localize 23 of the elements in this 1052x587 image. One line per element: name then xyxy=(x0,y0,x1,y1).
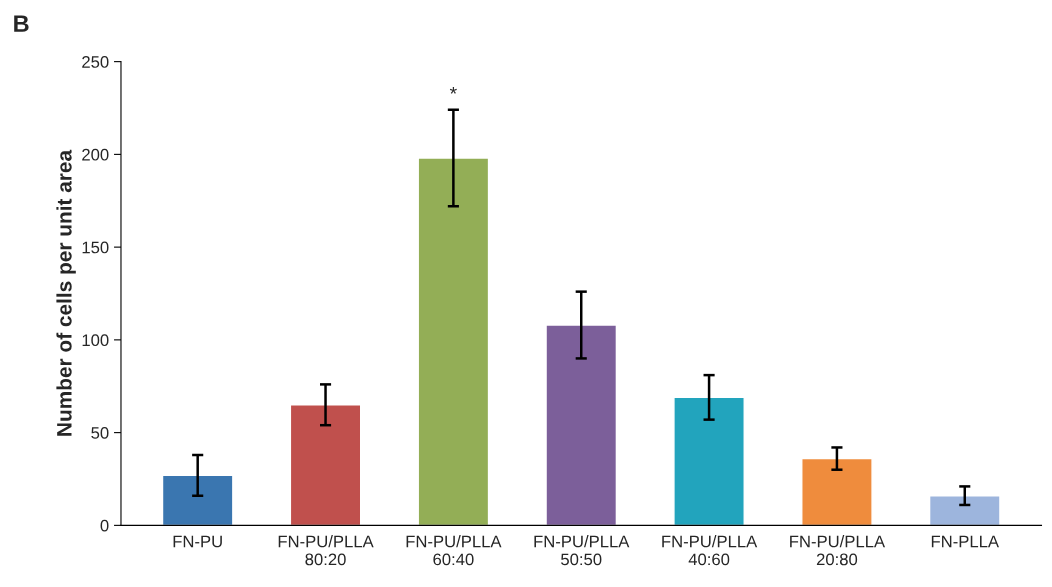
y-tick-label: 100 xyxy=(82,334,109,347)
bar xyxy=(417,157,490,526)
annotation: * xyxy=(449,86,457,94)
bar xyxy=(289,404,362,526)
x-tick-label: FN-PLLA xyxy=(931,535,1000,548)
x-tick-label: FN-PU/PLLA 80:20 xyxy=(278,535,374,566)
text: B xyxy=(14,15,29,32)
x-tick-label: FN-PU/PLLA 60:40 xyxy=(406,535,502,566)
x-tick-label: FN-PU xyxy=(173,535,222,548)
y-axis-title: Number of cells per unit area xyxy=(56,149,76,436)
bar xyxy=(801,457,873,526)
bar xyxy=(161,474,234,526)
bar xyxy=(928,494,1001,526)
x-tick-label: FN-PU/PLLA 20:80 xyxy=(790,535,886,566)
x-tick-label: FN-PU/PLLA 40:60 xyxy=(662,535,758,566)
y-tick-label: 0 xyxy=(100,519,109,532)
bar xyxy=(545,324,618,526)
y-tick-label: 150 xyxy=(82,241,109,254)
y-tick-label: 250 xyxy=(82,56,109,68)
y-tick-label: 50 xyxy=(91,427,109,439)
y-tick-label: 200 xyxy=(82,148,109,161)
x-tick-label: FN-PU/PLLA 50:50 xyxy=(534,535,630,566)
bar xyxy=(673,396,745,526)
